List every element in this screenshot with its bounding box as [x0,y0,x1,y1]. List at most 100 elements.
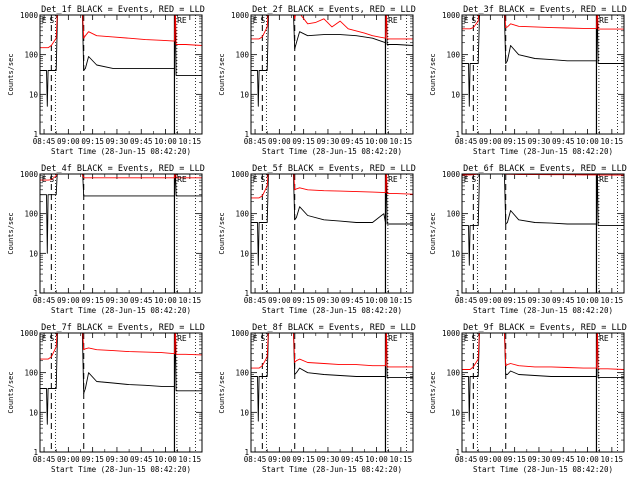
x-tick-label: 09:45 [552,296,575,305]
x-tick-label: 09:30 [528,296,551,305]
y-tick-label: 1 [33,130,38,139]
series-lld-line [251,174,413,199]
x-tick-label: 09:15 [292,296,315,305]
y-tick-label: 1 [244,448,249,457]
series-events-line [40,174,202,254]
event-marker-label: E [464,16,469,25]
panel-5: Det_5f BLACK = Events, RED = LLD Counts/s… [218,164,416,315]
x-tick-label: 10:15 [601,137,624,146]
y-tick-label: 1000 [20,11,39,20]
x-tick-label: 09:15 [292,455,315,464]
y-tick-label: 100 [24,369,38,378]
x-tick-label: 09:00 [268,137,291,146]
y-tick-label: 10 [451,249,461,258]
x-tick-label: 09:00 [268,455,291,464]
panel-title: Det_1f BLACK = Events, RED = LLD [41,5,205,15]
y-tick-label: 10 [29,249,39,258]
x-tick-label: 10:00 [365,137,388,146]
event-marker-label: S [49,16,54,25]
plot-frame [39,14,203,135]
event-marker-label: E [42,16,47,25]
plot-frame [250,173,414,294]
y-tick-label: 1000 [231,170,250,179]
x-tick-label: 09:00 [268,296,291,305]
x-tick-label: 09:30 [528,137,551,146]
x-tick-label: 10:15 [390,455,413,464]
y-tick-label: 1000 [442,11,461,20]
panel-title: Det_5f BLACK = Events, RED = LLD [252,164,416,174]
y-tick-label: 10 [451,408,461,417]
event-marker-label: RE [599,16,609,25]
event-marker-label: RE [599,334,609,343]
x-tick-label: 09:15 [81,137,104,146]
y-tick-label: 100 [24,51,38,60]
event-marker-label: E [464,175,469,184]
x-tick-label: 09:30 [528,455,551,464]
x-axis-label: Start Time (28-Jun-15 08:42:20) [262,147,402,156]
event-marker-label: E [42,334,47,343]
panel-4: Det_4f BLACK = Events, RED = LLD Counts/s… [7,164,205,315]
event-marker-label: S [49,175,54,184]
event-marker-label: S [260,16,265,25]
x-tick-label: 09:15 [503,455,526,464]
x-tick-label: 10:00 [154,455,177,464]
event-marker-label: RE [177,334,187,343]
event-marker-label: S [471,175,476,184]
series-lld-line [251,333,413,369]
series-lld-line [40,174,202,181]
panel-1: Det_1f BLACK = Events, RED = LLD Counts/s… [7,5,205,156]
x-tick-label: 08:45 [33,296,56,305]
plot-frame [250,332,414,453]
x-axis-label: Start Time (28-Jun-15 08:42:20) [51,306,191,315]
y-tick-label: 10 [29,408,39,417]
x-axis-label: Start Time (28-Jun-15 08:42:20) [51,147,191,156]
panel-title: Det_3f BLACK = Events, RED = LLD [463,5,627,15]
x-tick-label: 08:45 [244,137,267,146]
y-axis-label: Counts/sec [429,53,437,95]
x-tick-label: 08:45 [455,137,478,146]
series-lld-line [251,15,413,40]
event-marker-label: RE [388,16,398,25]
plot-area [251,15,413,134]
y-tick-label: 100 [235,369,249,378]
plot-area [40,174,202,293]
event-marker-label: RE [388,334,398,343]
series-events-line [251,174,413,266]
y-tick-label: 1 [33,448,38,457]
event-marker-label: E [464,334,469,343]
plot-frame [39,173,203,294]
y-tick-label: 10 [240,408,250,417]
x-tick-label: 10:15 [179,137,202,146]
series-lld-line [40,15,202,49]
x-axis-label: Start Time (28-Jun-15 08:42:20) [51,465,191,474]
x-tick-label: 09:15 [503,296,526,305]
x-tick-label: 08:45 [455,455,478,464]
x-tick-label: 09:30 [317,296,340,305]
x-tick-label: 10:15 [179,296,202,305]
y-tick-label: 100 [235,210,249,219]
x-tick-label: 09:45 [552,455,575,464]
panel-6: Det_6f BLACK = Events, RED = LLD Counts/s… [429,164,627,315]
panel-title: Det_2f BLACK = Events, RED = LLD [252,5,416,15]
x-axis-label: Start Time (28-Jun-15 08:42:20) [473,465,613,474]
x-tick-label: 08:45 [244,455,267,464]
y-tick-label: 1000 [20,170,39,179]
x-tick-label: 09:00 [479,296,502,305]
y-axis-label: Counts/sec [7,53,15,95]
y-tick-label: 1 [33,289,38,298]
panel-title: Det_9f BLACK = Events, RED = LLD [463,323,627,333]
x-axis-label: Start Time (28-Jun-15 08:42:20) [473,147,613,156]
event-marker-label: S [49,334,54,343]
y-tick-label: 1 [455,448,460,457]
y-tick-label: 100 [446,369,460,378]
event-marker-label: RE [599,175,609,184]
x-tick-label: 09:00 [479,455,502,464]
event-marker-label: E [253,16,258,25]
x-tick-label: 10:15 [390,296,413,305]
y-tick-label: 1 [455,289,460,298]
x-tick-label: 10:00 [154,296,177,305]
x-tick-label: 09:45 [341,137,364,146]
event-marker-label: E [253,175,258,184]
panel-title: Det_6f BLACK = Events, RED = LLD [463,164,627,174]
